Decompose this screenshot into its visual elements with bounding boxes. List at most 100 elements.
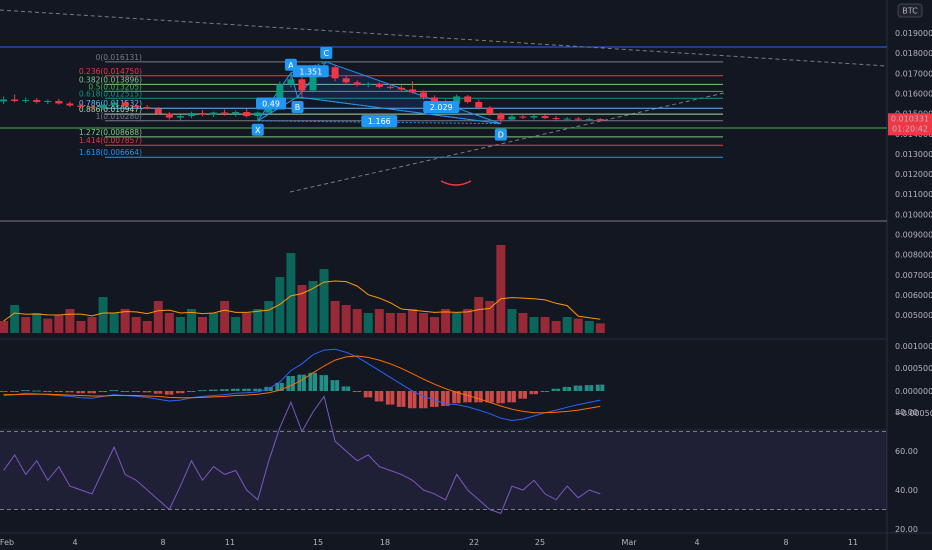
macd-histogram-bar bbox=[180, 391, 185, 394]
macd-histogram-bar bbox=[330, 380, 335, 391]
time-axis-tick: 25 bbox=[535, 538, 545, 547]
candle-body bbox=[375, 83, 383, 87]
arc-drawing[interactable] bbox=[440, 180, 472, 186]
macd-histogram-bar bbox=[98, 391, 103, 392]
volume-bar bbox=[209, 313, 219, 333]
macd-histogram-bar bbox=[600, 384, 605, 391]
macd-histogram-bar bbox=[584, 385, 589, 391]
rsi-band bbox=[0, 431, 887, 510]
price-axis-tick: 0.018000 bbox=[895, 49, 932, 58]
candle-body bbox=[420, 92, 427, 98]
macd-histogram-bar bbox=[158, 391, 163, 394]
macd-histogram-bar bbox=[65, 391, 70, 393]
pattern-ratio-text: 1.351 bbox=[299, 67, 322, 76]
volume-bar bbox=[220, 301, 230, 333]
candle-body bbox=[132, 106, 140, 108]
macd-histogram-bar bbox=[419, 391, 423, 409]
currency-badge-box bbox=[897, 3, 923, 18]
macd-histogram-bar bbox=[434, 391, 439, 407]
macd-histogram-bar bbox=[522, 391, 527, 399]
candle-body bbox=[254, 112, 262, 117]
volume-bar bbox=[87, 317, 97, 333]
macd-histogram-bar bbox=[485, 391, 490, 403]
currency-badge[interactable]: BTC bbox=[897, 3, 923, 18]
macd-axis-tick: 0.001000 bbox=[895, 342, 932, 351]
candle-body bbox=[552, 118, 560, 120]
macd-histogram-bar bbox=[257, 388, 262, 391]
current-price-marker: 0.010331 01:20:42 bbox=[888, 113, 932, 136]
candle-body bbox=[199, 113, 206, 115]
time-axis-tick: 8 bbox=[160, 538, 165, 547]
volume-bar bbox=[65, 309, 75, 333]
macd-histogram-bar bbox=[43, 391, 48, 392]
candle-body bbox=[11, 99, 19, 101]
macd-histogram-bar bbox=[534, 391, 538, 395]
volume-bar bbox=[198, 317, 207, 333]
volume-bar bbox=[363, 313, 373, 333]
macd-histogram-bar bbox=[36, 390, 41, 392]
volume-bar bbox=[562, 317, 572, 333]
macd-histogram-bar bbox=[496, 391, 501, 404]
macd-histogram-bar bbox=[14, 391, 19, 392]
candle-body bbox=[44, 100, 52, 102]
candle-body bbox=[364, 83, 372, 85]
price-axis-tick: 0.007000 bbox=[895, 271, 932, 280]
macd-axis[interactable]: 0.001000 0.000500 0.000000 −0.000500 bbox=[895, 342, 932, 418]
volume-bar bbox=[286, 253, 296, 333]
macd-histogram-bar bbox=[445, 391, 450, 406]
volume-bar bbox=[396, 313, 406, 333]
rsi-line bbox=[3, 395, 601, 515]
macd-histogram-bar bbox=[407, 391, 412, 409]
macd-histogram-bar bbox=[290, 376, 295, 391]
candle-body bbox=[431, 97, 439, 102]
macd-histogram-bar bbox=[169, 391, 174, 395]
rsi-axis-tick: 60.00 bbox=[895, 447, 918, 456]
macd-histogram-bar bbox=[518, 391, 523, 399]
candle-body bbox=[519, 116, 527, 118]
price-axis[interactable]: 0.0190000.0180000.0170000.0160000.015000… bbox=[895, 29, 932, 320]
fib-level-label: 0.618(0.012515) bbox=[79, 89, 142, 98]
macd-histogram-bar bbox=[76, 391, 81, 394]
candle-body bbox=[221, 112, 229, 115]
volume-bar bbox=[441, 309, 451, 333]
macd-histogram-bar bbox=[412, 391, 417, 409]
macd-histogram-bar bbox=[319, 375, 324, 391]
candle-body bbox=[210, 112, 218, 115]
trendline-dashed-upper[interactable] bbox=[0, 9, 888, 67]
macd-histogram-bar bbox=[131, 391, 136, 392]
macd-histogram-bar bbox=[478, 391, 483, 403]
volume-bar bbox=[109, 313, 119, 333]
macd-histogram-bar bbox=[198, 390, 202, 392]
macd-histogram-bar bbox=[374, 391, 379, 402]
candle-body bbox=[574, 118, 582, 120]
volume-bar bbox=[529, 317, 539, 333]
macd-histogram-bar bbox=[147, 391, 152, 393]
macd-histogram-bar bbox=[186, 391, 191, 392]
candle-body bbox=[508, 116, 516, 120]
volume-bar bbox=[540, 317, 550, 333]
macd-histogram-bar bbox=[357, 391, 362, 392]
volume-bar bbox=[330, 301, 340, 333]
macd-histogram-bar bbox=[103, 391, 108, 392]
volume-bar bbox=[43, 318, 53, 333]
macd-histogram-bar bbox=[125, 391, 130, 392]
macd-histogram-bar bbox=[500, 391, 505, 404]
macd-histogram-bar bbox=[452, 391, 457, 404]
fib-level-label: 0(0.016131) bbox=[96, 53, 142, 62]
macd-histogram-bar bbox=[545, 391, 550, 392]
time-axis[interactable]: Feb 4 8 11 15 18 22 25 Mar 4 8 11 bbox=[0, 538, 858, 547]
candle-body bbox=[287, 79, 295, 85]
fib-retracement[interactable]: 0(0.016131) 0.236(0.014750)0.382(0.013896… bbox=[79, 53, 723, 158]
rsi-axis[interactable]: 80.00 60.00 40.00 20.00 bbox=[895, 408, 918, 534]
fib-level-label: 1.272(0.008688) bbox=[79, 128, 142, 137]
candle-body bbox=[408, 89, 416, 93]
candle-body bbox=[464, 96, 472, 102]
time-axis-tick: 4 bbox=[72, 538, 77, 547]
macd-histogram-bar bbox=[324, 375, 329, 391]
macd-histogram-bar bbox=[231, 388, 236, 391]
time-axis-tick: Feb bbox=[0, 538, 14, 547]
pattern-ratio-text: 1.166 bbox=[368, 117, 391, 126]
macd-histogram-bar bbox=[589, 385, 594, 391]
volume-bar bbox=[385, 313, 395, 333]
